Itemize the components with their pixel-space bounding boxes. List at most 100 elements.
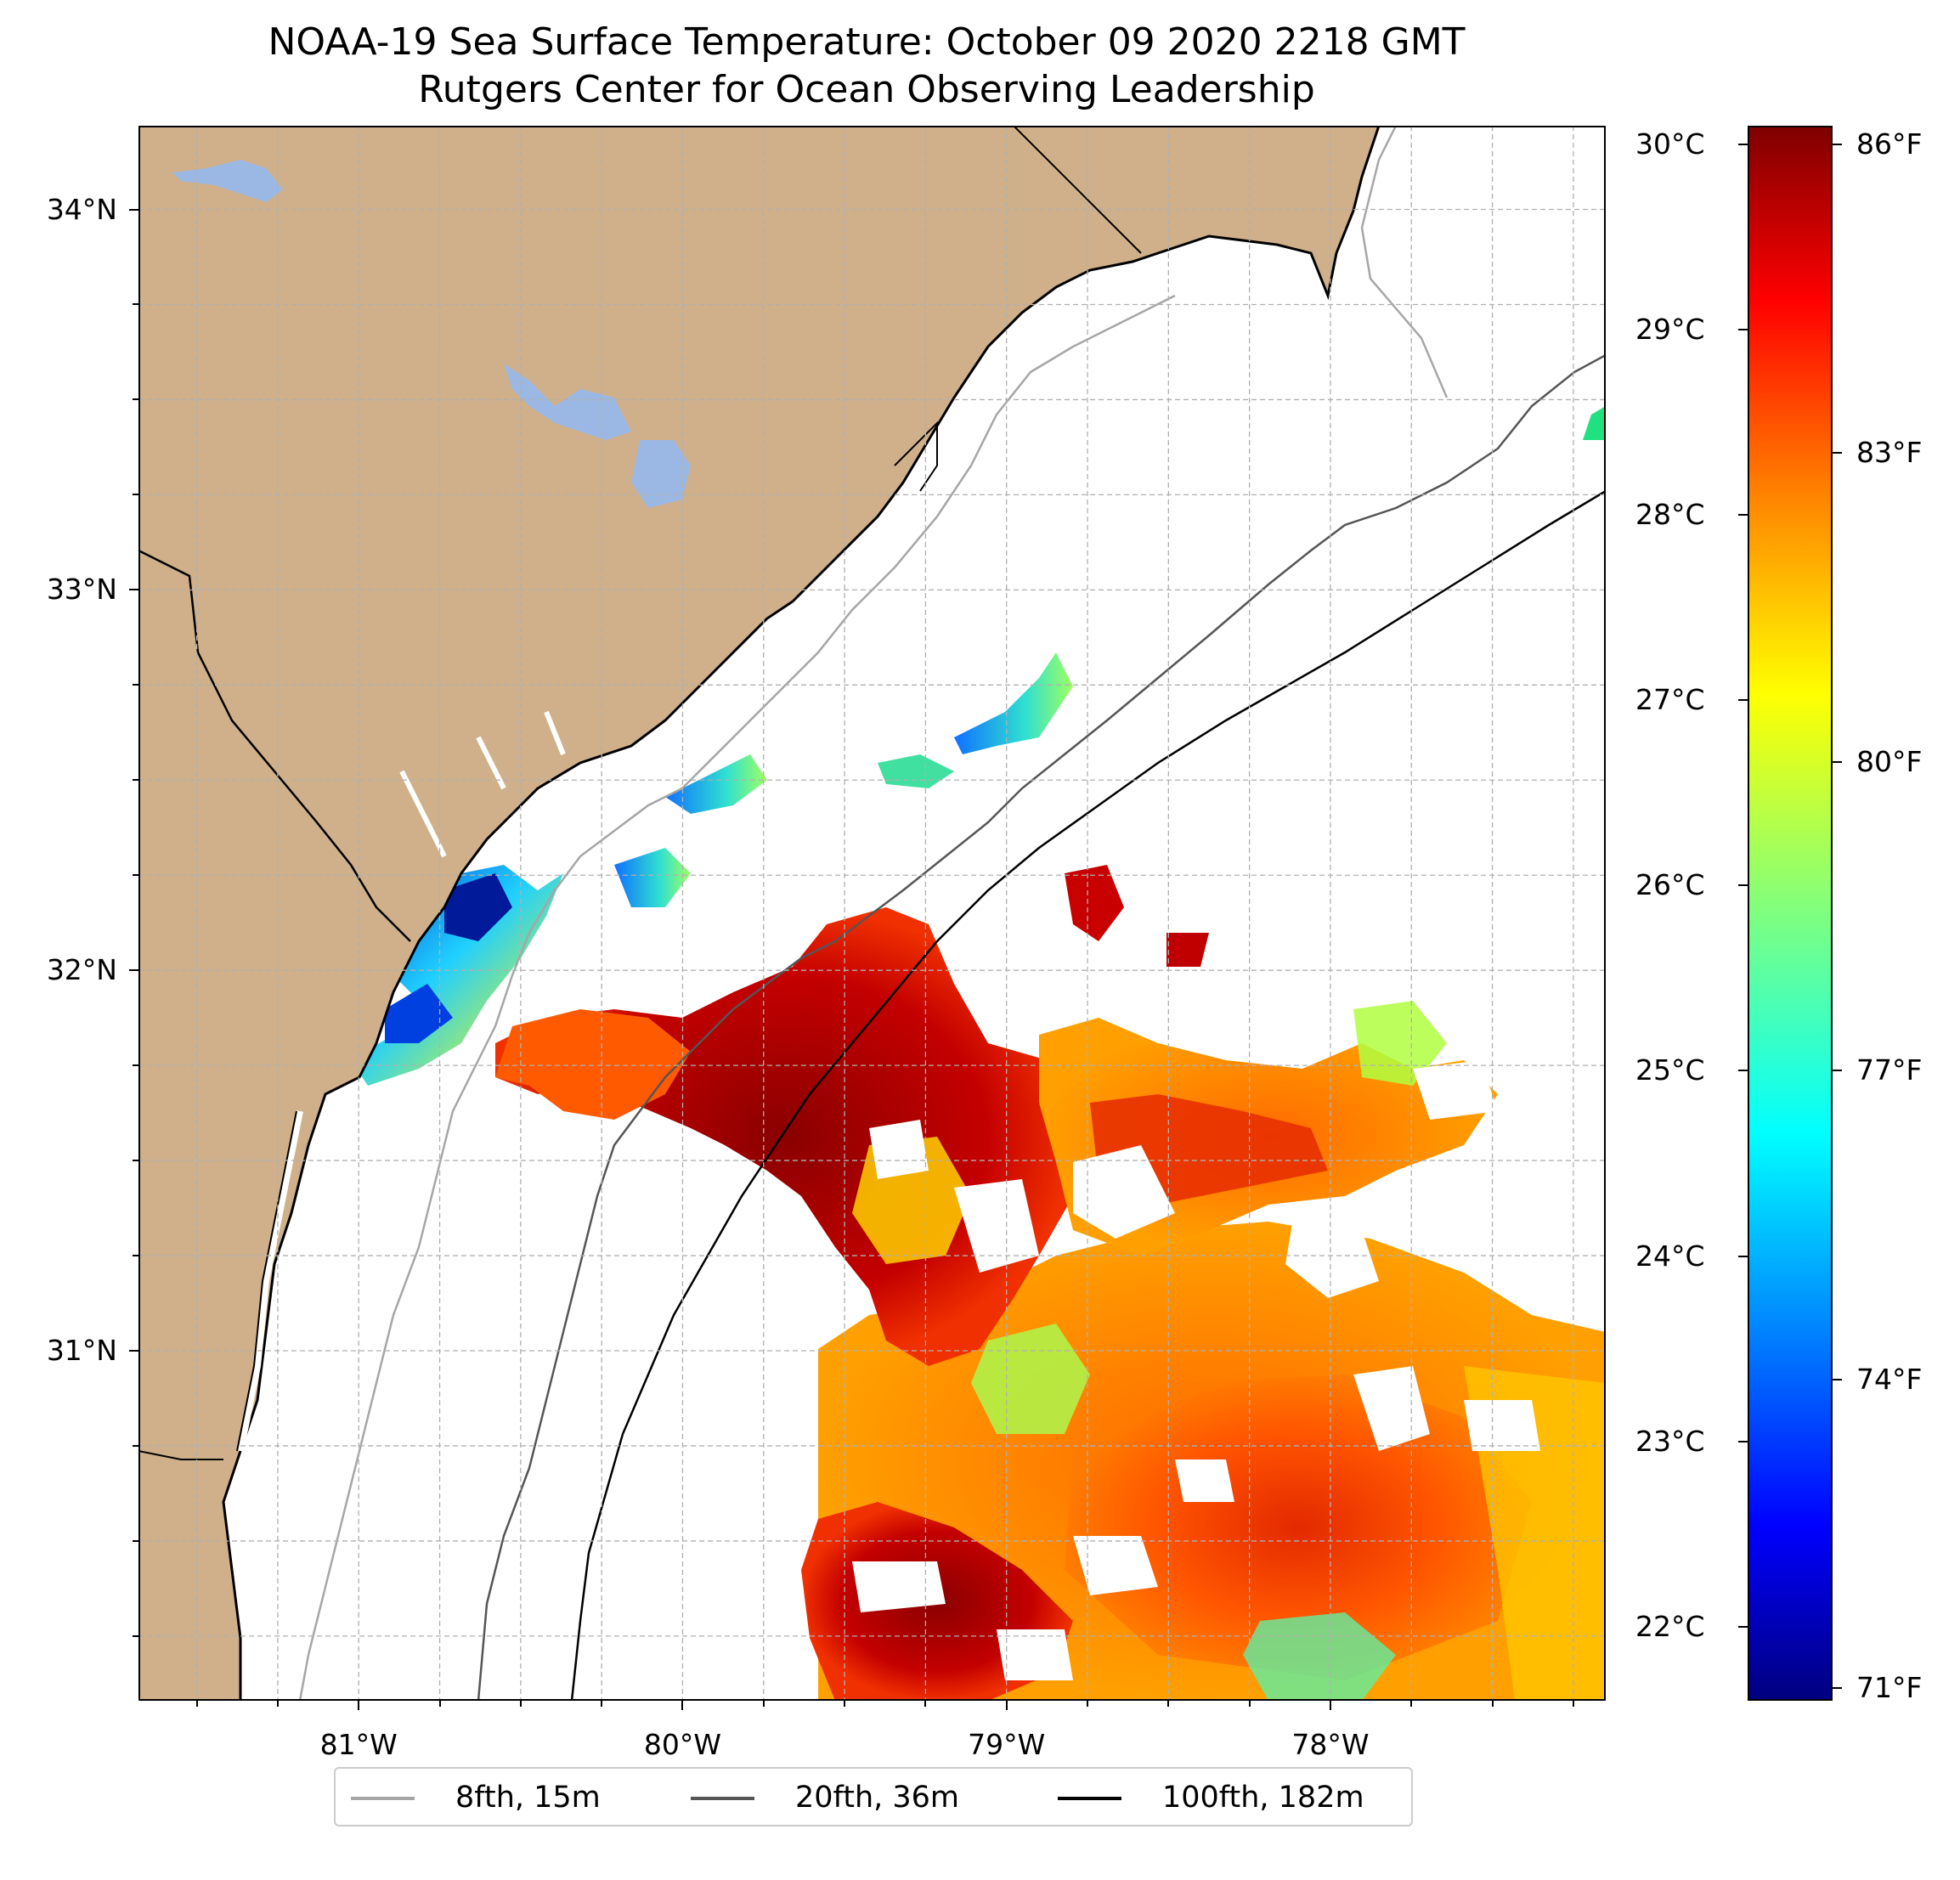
sst-patch-midshelf-4	[954, 652, 1073, 754]
lon-minor-tick	[1248, 1701, 1251, 1707]
lake-moultrie	[631, 440, 691, 508]
lat-tick-label: 33°N	[46, 573, 117, 607]
celsius-tick-label: 24°C	[1635, 1239, 1705, 1273]
legend-label-8fth: 8fth, 15m	[455, 1781, 601, 1815]
cloud-gap-11	[1413, 1060, 1498, 1120]
sst-field	[351, 406, 1606, 1701]
celsius-tick-label: 27°C	[1635, 683, 1705, 717]
celsius-tick-mark	[1738, 884, 1748, 887]
cloud-gap-5	[852, 1561, 946, 1612]
lon-minor-tick	[1167, 1701, 1170, 1707]
lon-minor-tick	[438, 1701, 441, 1707]
lon-minor-tick	[844, 1701, 846, 1707]
cloud-gap-4	[1285, 1205, 1379, 1298]
legend-swatch-20fth	[691, 1797, 754, 1800]
celsius-tick-label: 22°C	[1635, 1609, 1705, 1643]
celsius-tick-mark	[1738, 1440, 1748, 1442]
celsius-tick-label: 28°C	[1635, 498, 1705, 532]
sst-patch-midshelf-1	[614, 848, 691, 907]
celsius-tick-label: 23°C	[1635, 1424, 1705, 1458]
celsius-tick-label: 26°C	[1635, 868, 1705, 902]
lon-minor-tick	[195, 1701, 198, 1707]
lat-minor-tick	[133, 1634, 138, 1637]
celsius-tick-mark	[1738, 1625, 1748, 1628]
celsius-tick-label: 30°C	[1635, 127, 1705, 161]
sst-patch-midshelf-2	[665, 754, 767, 814]
lon-tick-mark	[1005, 1701, 1008, 1710]
sst-patch-southeast-core	[1065, 1375, 1532, 1680]
lon-tick-label: 81°W	[319, 1728, 398, 1761]
cloud-gap-2	[1073, 1145, 1175, 1239]
coastline	[222, 126, 1381, 1701]
cloud-gap-6	[997, 1629, 1073, 1680]
cloud-gap-9	[1353, 1366, 1430, 1451]
fahrenheit-tick-mark	[1833, 452, 1842, 454]
fahrenheit-tick-label: 83°F	[1856, 436, 1923, 470]
lon-minor-tick	[1572, 1701, 1574, 1707]
lat-tick-label: 32°N	[46, 953, 117, 987]
legend-label-20fth: 20fth, 36m	[795, 1781, 960, 1815]
sst-map	[138, 126, 1606, 1701]
celsius-tick-mark	[1738, 328, 1748, 330]
lon-minor-tick	[1087, 1701, 1089, 1707]
lat-tick-label: 34°N	[46, 192, 117, 226]
sst-patch-north-hot-2	[1166, 933, 1209, 967]
fahrenheit-tick-mark	[1833, 760, 1842, 763]
fahrenheit-tick-label: 74°F	[1856, 1362, 1923, 1396]
legend-swatch-100fth	[1058, 1797, 1121, 1800]
sst-patch-mixing-3	[1243, 1612, 1396, 1701]
celsius-tick-label: 29°C	[1635, 312, 1705, 346]
lon-tick-label: 80°W	[643, 1728, 722, 1761]
lon-minor-tick	[762, 1701, 765, 1707]
lake-marion	[504, 364, 631, 440]
sst-patch-northeast-edge	[1583, 406, 1606, 440]
cloud-gap-8	[1175, 1459, 1234, 1502]
colorbar	[1748, 126, 1833, 1701]
fahrenheit-tick-mark	[1833, 1687, 1842, 1690]
sst-patch-north-hot	[1065, 865, 1124, 941]
lon-minor-tick	[1491, 1701, 1494, 1707]
cloud-gap-1	[869, 1120, 929, 1179]
legend-swatch-8fth	[351, 1797, 415, 1800]
celsius-tick-mark	[1738, 1255, 1748, 1257]
fahrenheit-tick-mark	[1833, 1378, 1842, 1380]
sst-patch-nearshore-blue	[385, 984, 453, 1043]
sea-islands	[237, 1110, 303, 1452]
fahrenheit-tick-label: 71°F	[1856, 1671, 1923, 1705]
sst-patch-west-tongue	[495, 1009, 691, 1120]
lat-minor-tick	[133, 1160, 138, 1162]
state-boundary-ga-fl	[138, 1450, 223, 1460]
map-panel	[138, 126, 1606, 1701]
cloud-gap-10	[1464, 1400, 1540, 1451]
lon-minor-tick	[601, 1701, 603, 1707]
lat-minor-tick	[133, 1255, 138, 1257]
chart-title: NOAA-19 Sea Surface Temperature: October…	[268, 20, 1466, 64]
lat-minor-tick	[133, 494, 138, 496]
sea-islands-outline	[236, 1110, 297, 1452]
sst-patch-nearshore-deep	[444, 873, 512, 941]
lat-minor-tick	[133, 684, 138, 686]
chart-subtitle: Rutgers Center for Ocean Observing Leade…	[418, 68, 1315, 111]
state-boundary-sc-ga	[138, 549, 411, 942]
lat-tick-mark	[129, 208, 138, 211]
lat-minor-tick	[133, 779, 138, 782]
celsius-tick-mark	[1738, 699, 1748, 702]
lon-tick-mark	[681, 1701, 684, 1710]
lat-minor-tick	[133, 303, 138, 306]
fahrenheit-tick-mark	[1833, 143, 1842, 145]
lat-tick-label: 31°N	[46, 1334, 117, 1367]
map-border	[138, 126, 1606, 1701]
cloud-gap-3	[954, 1179, 1039, 1273]
lon-tick-label: 78°W	[1291, 1728, 1370, 1761]
lat-tick-mark	[129, 1350, 138, 1352]
graticule	[138, 126, 1606, 1701]
fahrenheit-tick-label: 86°F	[1856, 127, 1923, 161]
isobath-8fth	[298, 126, 1449, 1701]
lon-tick-label: 79°W	[968, 1728, 1046, 1761]
lat-tick-mark	[129, 969, 138, 972]
cloud-gap-7	[1073, 1536, 1158, 1595]
lon-minor-tick	[276, 1701, 279, 1707]
isobath-20fth	[477, 353, 1606, 1701]
isobath-legend: 8fth, 15m 20fth, 36m 100fth, 182m	[334, 1767, 1413, 1826]
fahrenheit-tick-label: 77°F	[1856, 1053, 1923, 1087]
